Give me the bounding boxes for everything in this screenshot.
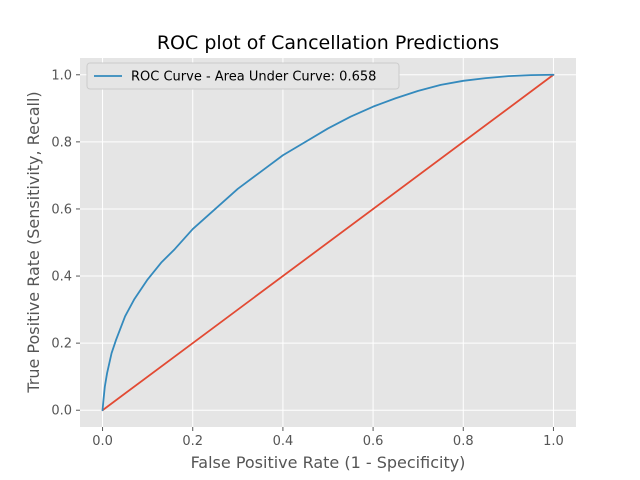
x-tick-label: 0.8: [453, 434, 474, 449]
roc-curve-line: [101, 73, 555, 412]
y-tick-label: 0.2: [51, 337, 72, 352]
reference-diagonal-line: [101, 73, 555, 412]
x-axis-label: False Positive Rate (1 - Specificity): [191, 453, 466, 472]
y-axis-label: True Positive Rate (Sensitivity, Recall): [24, 91, 43, 393]
x-tick-label: 1.0: [543, 434, 564, 449]
y-tick-label: 1.0: [51, 68, 72, 83]
y-axis-ticks: 0.0 0.2 0.4 0.6 0.8 1.0: [51, 68, 80, 419]
legend: ROC Curve - Area Under Curve: 0.658: [86, 62, 400, 90]
x-tick-label: 0.6: [363, 434, 384, 449]
y-tick-label: 0.6: [51, 202, 72, 217]
x-tick-label: 0.2: [182, 434, 203, 449]
x-tick-label: 0.0: [92, 434, 113, 449]
x-tick-label: 0.4: [273, 434, 294, 449]
chart-title: ROC plot of Cancellation Predictions: [157, 32, 499, 54]
legend-label: ROC Curve - Area Under Curve: 0.658: [131, 70, 376, 85]
y-tick-label: 0.4: [51, 270, 72, 285]
legend-box: [86, 62, 400, 90]
y-tick-label: 0.0: [51, 404, 72, 419]
y-tick-label: 0.8: [51, 135, 72, 150]
grid-lines: [80, 58, 576, 427]
x-axis-ticks: 0.0 0.2 0.4 0.6 0.8 1.0: [92, 427, 564, 449]
series-lines: [101, 73, 555, 412]
